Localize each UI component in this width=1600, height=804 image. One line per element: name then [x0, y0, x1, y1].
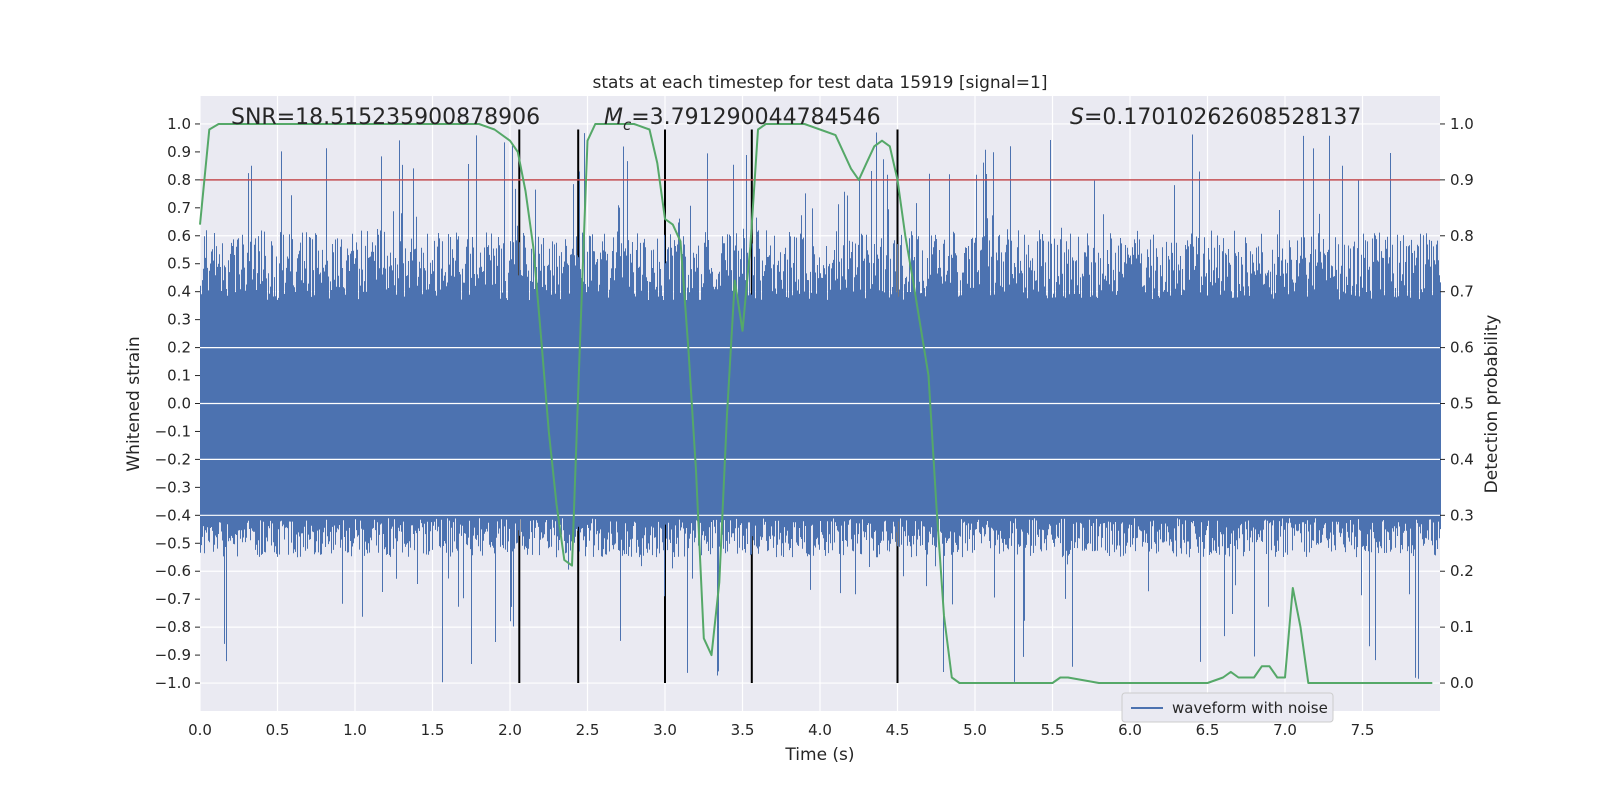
y-right-tick-label: 0.6	[1450, 339, 1474, 357]
x-tick-label: 1.5	[421, 721, 445, 739]
y-left-tick-label: −1.0	[155, 674, 191, 692]
chirp-mass-value: =3.791290044784546	[631, 105, 880, 130]
s-annotation: S=0.17010262608528137	[1070, 105, 1361, 130]
y-left-tick-label: 0.1	[167, 367, 191, 385]
y-right-tick-label: 0.4	[1450, 450, 1474, 468]
x-tick-label: 3.5	[731, 721, 755, 739]
x-tick-label: 0.0	[188, 721, 212, 739]
y-left-axis-ticks: 1.0 0.9 0.8 0.7 0.6 0.5 0.4 0.3 0.2 0.1 0.0 −0.1 −0.…	[155, 115, 200, 692]
y-left-tick-label: 0.4	[167, 283, 191, 301]
y-right-tick-label: 0.7	[1450, 283, 1474, 301]
y-left-tick-label: −0.6	[155, 562, 191, 580]
chart-title: stats at each timestep for test data 159…	[593, 73, 1048, 93]
snr-annotation: SNR=18.515235900878906	[231, 105, 540, 130]
chirp-mass-annotation: Mc=3.791290044784546	[604, 105, 881, 134]
y-left-axis-label: Whitened strain	[124, 336, 144, 471]
x-tick-label: 4.5	[886, 721, 910, 739]
x-tick-label: 1.0	[343, 721, 367, 739]
y-left-tick-label: −0.4	[155, 506, 191, 524]
y-right-tick-label: 0.8	[1450, 227, 1474, 245]
y-right-tick-label: 1.0	[1450, 115, 1474, 133]
waveform-series	[200, 132, 1441, 683]
y-left-tick-label: 0.0	[167, 395, 191, 413]
x-tick-label: 4.0	[808, 721, 832, 739]
y-right-tick-label: 0.2	[1450, 562, 1474, 580]
probability-series-line	[199, 123, 1433, 684]
legend: waveform with noise	[1121, 692, 1334, 723]
x-tick-label: 0.5	[266, 721, 290, 739]
chirp-mass-symbol: M	[604, 105, 623, 130]
legend-entry: waveform with noise	[1172, 699, 1328, 717]
y-left-tick-label: 0.3	[167, 311, 191, 329]
waveform-core-band	[200, 300, 1440, 519]
s-symbol: S	[1070, 105, 1084, 130]
x-tick-label: 6.0	[1118, 721, 1142, 739]
x-axis-ticks: 0.0 0.5 1.0 1.5 2.0 2.5 3.0 3.5 4.0 4.5 5.0 5.5 6.0 6…	[188, 721, 1374, 739]
y-left-tick-label: −0.2	[155, 450, 191, 468]
y-right-tick-label: 0.0	[1450, 674, 1474, 692]
y-left-tick-label: 0.9	[167, 143, 191, 161]
y-left-tick-label: −0.8	[155, 618, 191, 636]
y-left-tick-label: 0.6	[167, 227, 191, 245]
s-value: =0.17010262608528137	[1084, 105, 1361, 130]
y-right-tick-label: 0.3	[1450, 506, 1474, 524]
x-tick-label: 7.0	[1273, 721, 1297, 739]
y-left-tick-label: −0.7	[155, 590, 191, 608]
y-left-tick-label: −0.9	[155, 646, 191, 664]
x-tick-label: 5.5	[1041, 721, 1065, 739]
legend-box	[1121, 692, 1334, 723]
y-left-tick-label: 0.8	[167, 171, 191, 189]
y-right-axis-label: Detection probability	[1482, 315, 1502, 494]
x-axis-label: Time (s)	[784, 745, 854, 765]
x-tick-label: 2.5	[576, 721, 600, 739]
y-left-tick-label: −0.1	[155, 422, 191, 440]
y-left-tick-label: 0.5	[167, 255, 191, 273]
y-right-axis-ticks: 1.0 0.9 0.8 0.7 0.6 0.5 0.4 0.3 0.2 0.1 0.0	[1440, 115, 1474, 692]
y-left-tick-label: 0.7	[167, 199, 191, 217]
y-right-tick-label: 0.1	[1450, 618, 1474, 636]
x-tick-label: 5.0	[963, 721, 987, 739]
y-left-tick-label: 1.0	[167, 115, 191, 133]
y-left-tick-label: −0.5	[155, 534, 191, 552]
x-tick-label: 6.5	[1196, 721, 1220, 739]
y-right-tick-label: 0.9	[1450, 171, 1474, 189]
chirp-mass-subscript: c	[623, 116, 632, 134]
x-tick-label: 3.0	[653, 721, 677, 739]
y-left-tick-label: −0.3	[155, 478, 191, 496]
x-tick-label: 7.5	[1351, 721, 1375, 739]
y-right-tick-label: 0.5	[1450, 395, 1474, 413]
x-tick-label: 2.0	[498, 721, 522, 739]
y-left-tick-label: 0.2	[167, 339, 191, 357]
